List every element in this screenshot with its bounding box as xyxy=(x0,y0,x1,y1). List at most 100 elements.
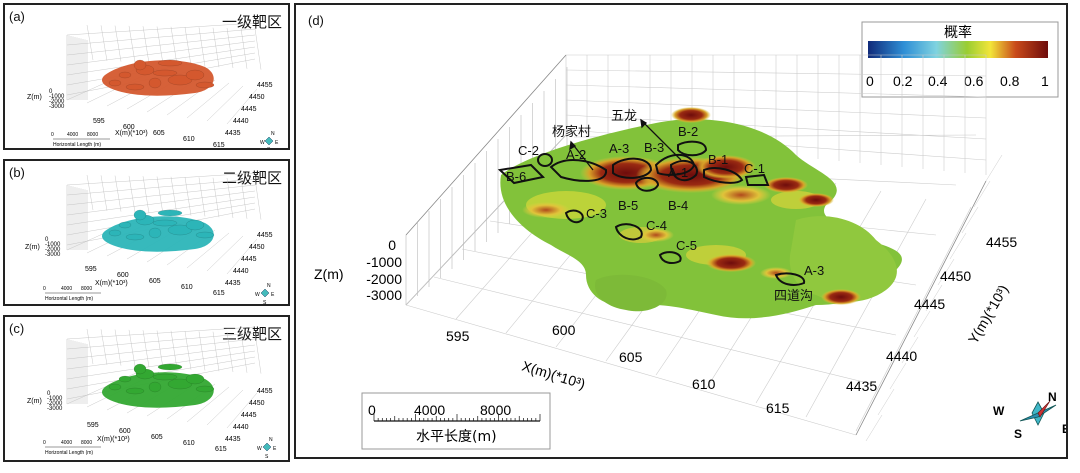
svg-text:0.2: 0.2 xyxy=(893,73,913,89)
svg-text:595: 595 xyxy=(93,118,105,125)
place-labels: 杨家村 五龙 四道沟 xyxy=(552,108,813,303)
x-axis-label: X(m)(*10³) xyxy=(520,358,587,392)
svg-text:W: W xyxy=(257,446,262,452)
svg-text:-1000: -1000 xyxy=(49,94,65,100)
target-outline-b1 xyxy=(703,167,744,184)
target-outline-c2-left xyxy=(537,153,553,167)
svg-text:4000: 4000 xyxy=(61,440,72,446)
target-outline-a2 xyxy=(549,159,607,182)
panel-label: (b) xyxy=(9,165,25,180)
svg-text:S: S xyxy=(267,147,271,150)
mini-compass-icon: W E N S xyxy=(260,131,279,150)
svg-text:595: 595 xyxy=(446,328,470,344)
scale-label: 水平长度(m) xyxy=(416,429,497,445)
target-outlines xyxy=(497,140,806,286)
svg-text:600: 600 xyxy=(123,124,135,131)
place-label-yangjiacun: 杨家村 xyxy=(552,124,591,139)
svg-text:610: 610 xyxy=(692,376,716,392)
svg-text:S: S xyxy=(265,454,269,460)
z-axis: Z(m) 0 -1000 -2000 -3000 xyxy=(314,237,402,303)
svg-text:N: N xyxy=(1048,390,1057,404)
x-axis-labels: 595 600 605 610 615 X(m)(*10³) xyxy=(85,266,225,297)
svg-text:-1000: -1000 xyxy=(47,396,63,402)
z-axis-label: Z(m) xyxy=(25,244,40,251)
svg-text:0.6: 0.6 xyxy=(964,73,984,89)
place-label-wulong: 五龙 xyxy=(611,108,637,123)
mini-compass-icon: W E N S xyxy=(255,283,275,304)
svg-text:4000: 4000 xyxy=(61,286,72,292)
target-label: B-1 xyxy=(708,152,728,167)
svg-text:E: E xyxy=(271,292,275,298)
svg-text:4445: 4445 xyxy=(241,412,257,419)
z-axis-label: Z(m) xyxy=(314,266,344,282)
svg-text:4445: 4445 xyxy=(241,106,257,113)
svg-text:4455: 4455 xyxy=(986,234,1017,250)
panel-b-plot: Z(m) 0 -1000 -2000 -3000 595 600 605 610… xyxy=(25,172,275,304)
svg-text:600: 600 xyxy=(117,272,129,279)
svg-text:-3000: -3000 xyxy=(49,104,65,110)
target-outline-c5 xyxy=(658,251,682,264)
target-outline-b2 xyxy=(677,140,708,157)
mini-scale-bar: 0 4000 8000 Horizontal Length (m) xyxy=(43,286,101,302)
target-volume xyxy=(102,209,215,252)
target-label: C-5 xyxy=(676,238,697,253)
svg-text:0: 0 xyxy=(388,237,396,253)
target-outline-a1 xyxy=(669,159,698,182)
svg-text:0: 0 xyxy=(47,391,51,397)
svg-text:E: E xyxy=(1062,422,1068,436)
panel-c: (c) 三级靶区 Z(m) 0 -1000 -2000 -3000 595 60… xyxy=(3,315,290,462)
z-axis-labels: Z(m) 0 -1000 -2000 -3000 xyxy=(27,391,63,412)
main-3d-plot: 概率 0 0.2 0.4 0.6 0.8 1 xyxy=(314,21,1068,450)
probability-legend: 概率 0 0.2 0.4 0.6 0.8 1 xyxy=(861,21,1059,98)
target-label: B-3 xyxy=(644,140,664,155)
svg-text:0: 0 xyxy=(45,237,49,243)
svg-text:600: 600 xyxy=(119,428,131,435)
panel-a: (a) 一级靶区 Z(m) 0 -1000 -2000 -3000 595 60… xyxy=(3,3,290,150)
panel-a-plot: Z(m) 0 -1000 -2000 -3000 595 600 605 610… xyxy=(27,22,279,150)
svg-text:-2000: -2000 xyxy=(366,271,402,287)
svg-text:595: 595 xyxy=(87,422,99,429)
svg-text:4440: 4440 xyxy=(233,424,249,431)
svg-text:-3000: -3000 xyxy=(45,252,61,258)
svg-text:N: N xyxy=(269,437,273,443)
svg-text:0: 0 xyxy=(49,89,53,95)
svg-text:8000: 8000 xyxy=(480,402,511,418)
svg-text:605: 605 xyxy=(149,278,161,285)
svg-text:615: 615 xyxy=(215,446,227,453)
x-axis-label: X(m)(*10³) xyxy=(97,436,130,443)
y-axis-labels: 4455 4450 4445 4440 4435 xyxy=(225,388,273,443)
svg-text:Horizontal Length (m): Horizontal Length (m) xyxy=(45,296,93,302)
svg-text:4440: 4440 xyxy=(886,348,917,364)
svg-text:4435: 4435 xyxy=(225,436,241,443)
z-axis-labels: Z(m) 0 -1000 -2000 -3000 xyxy=(27,89,65,110)
target-outline-a3-right xyxy=(774,272,806,286)
z-axis-label: Z(m) xyxy=(27,398,42,405)
svg-text:605: 605 xyxy=(151,434,163,441)
panel-title: 三级靶区 xyxy=(221,325,282,343)
target-outline-c1 xyxy=(744,173,770,186)
svg-text:0.8: 0.8 xyxy=(1000,73,1020,89)
target-labels: C-2 A-2 A-3 B-3 B-2 B-1 A-1 C-1 B-6 B-5 … xyxy=(506,124,824,278)
panel-title: 一级靶区 xyxy=(221,13,282,31)
legend-title: 概率 xyxy=(944,24,972,41)
svg-text:4000: 4000 xyxy=(67,132,78,138)
svg-text:Horizontal Length (m): Horizontal Length (m) xyxy=(53,142,101,148)
z-axis-label: Z(m) xyxy=(27,94,42,101)
panel-d: (d) xyxy=(294,3,1068,459)
svg-text:4440: 4440 xyxy=(233,118,249,125)
svg-text:4435: 4435 xyxy=(225,280,241,287)
svg-text:4455: 4455 xyxy=(257,82,273,89)
svg-text:-3000: -3000 xyxy=(47,406,63,412)
svg-text:595: 595 xyxy=(85,266,97,273)
svg-text:4445: 4445 xyxy=(914,296,945,312)
svg-text:-3000: -3000 xyxy=(366,287,402,303)
svg-text:N: N xyxy=(271,131,275,137)
svg-text:N: N xyxy=(267,283,271,289)
compass-icon: N W S E xyxy=(993,390,1068,441)
target-label: A-3 xyxy=(804,263,824,278)
svg-text:600: 600 xyxy=(552,322,576,338)
mini-compass-icon: W E N S xyxy=(257,437,277,460)
svg-text:605: 605 xyxy=(619,349,643,365)
svg-text:615: 615 xyxy=(766,400,790,416)
mini-scale-bar: 0 4000 8000 Horizontal Length (m) xyxy=(43,440,101,456)
